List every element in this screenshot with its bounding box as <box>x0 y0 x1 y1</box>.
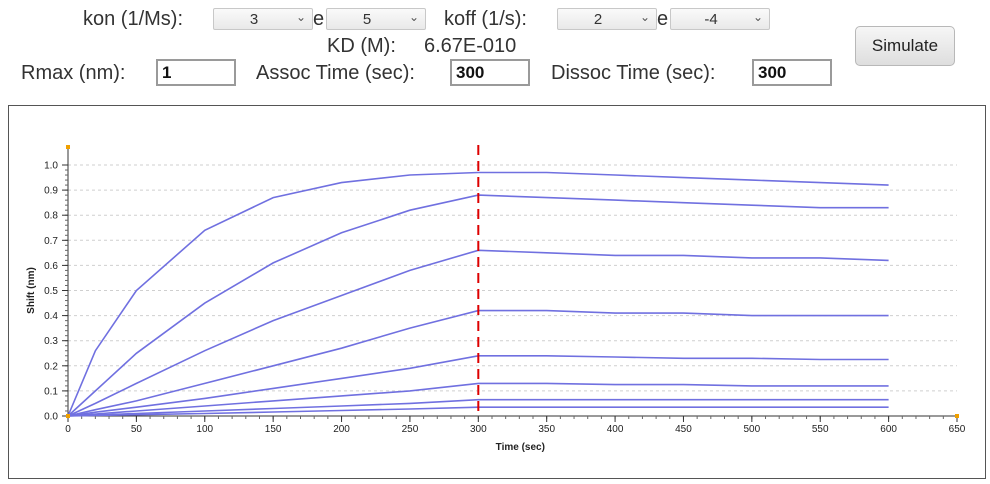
x-tick-label-13: 650 <box>949 424 966 435</box>
axis-corner-marker <box>66 145 70 149</box>
koff-exponent-value: -4 <box>704 11 718 28</box>
kd-value: 6.67E-010 <box>424 35 517 57</box>
x-tick-label-3: 150 <box>265 424 282 435</box>
y-axis-label: Shift (nm) <box>26 267 37 314</box>
axis-corner-marker <box>955 414 959 418</box>
x-tick-label-2: 100 <box>196 424 213 435</box>
koff-mantissa-select[interactable]: 2 ⌄ <box>557 8 657 30</box>
series-line-6 <box>67 398 889 417</box>
y-tick-label-9: 0.9 <box>44 186 58 197</box>
kon-mantissa-select[interactable]: 3 ⌄ <box>213 8 313 30</box>
x-tick-label-9: 450 <box>675 424 692 435</box>
axis-corner-marker <box>66 414 70 418</box>
kd-label: KD (M): <box>327 35 396 57</box>
dissoc-time-input[interactable]: 300 <box>752 59 832 86</box>
x-tick-label-1: 50 <box>131 424 143 435</box>
y-tick-label-2: 0.2 <box>44 361 58 372</box>
x-tick-label-8: 400 <box>607 424 624 435</box>
kon-label: kon (1/Ms): <box>83 8 184 30</box>
y-tick-label-1: 0.1 <box>44 386 58 397</box>
y-tick-label-10: 1.0 <box>44 161 58 172</box>
series-line-4 <box>67 354 889 417</box>
series-line-2 <box>67 249 889 417</box>
rmax-label: Rmax (nm): <box>21 62 126 84</box>
assoc-time-input[interactable]: 300 <box>450 59 530 86</box>
chevron-down-icon: ⌄ <box>408 10 419 24</box>
kon-mantissa-value: 3 <box>249 11 259 28</box>
x-tick-label-7: 350 <box>538 424 555 435</box>
y-tick-label-8: 0.8 <box>44 211 58 222</box>
simulate-button[interactable]: Simulate <box>855 26 955 66</box>
chevron-down-icon: ⌄ <box>752 10 763 24</box>
y-tick-label-0: 0.0 <box>44 412 58 423</box>
rmax-input[interactable]: 1 <box>156 59 236 86</box>
koff-label: koff (1/s): <box>444 8 527 30</box>
dissoc-time-label: Dissoc Time (sec): <box>551 62 716 84</box>
chevron-down-icon: ⌄ <box>295 10 306 24</box>
series-line-1 <box>67 194 889 417</box>
chevron-down-icon: ⌄ <box>639 10 650 24</box>
kon-e-label: e <box>313 8 325 30</box>
series-line-5 <box>67 382 889 417</box>
kon-exponent-value: 5 <box>362 11 372 28</box>
x-tick-label-10: 500 <box>744 424 761 435</box>
x-tick-label-5: 250 <box>402 424 419 435</box>
series-line-3 <box>67 309 889 417</box>
koff-exponent-select[interactable]: -4 ⌄ <box>670 8 770 30</box>
koff-e-label: e <box>657 8 669 30</box>
assoc-time-label: Assoc Time (sec): <box>256 62 415 84</box>
series-line-0 <box>67 171 889 417</box>
kon-exponent-select[interactable]: 5 ⌄ <box>326 8 426 30</box>
y-tick-label-6: 0.6 <box>44 261 58 272</box>
y-tick-label-4: 0.4 <box>44 311 58 322</box>
y-tick-label-3: 0.3 <box>44 336 58 347</box>
y-tick-label-5: 0.5 <box>44 286 58 297</box>
x-tick-label-0: 0 <box>65 424 71 435</box>
x-tick-label-4: 200 <box>333 424 350 435</box>
plot-frame <box>8 105 986 479</box>
series-line-7 <box>67 406 889 417</box>
y-tick-label-7: 0.7 <box>44 236 58 247</box>
x-tick-label-6: 300 <box>470 424 487 435</box>
x-tick-label-11: 550 <box>812 424 829 435</box>
x-axis-label: Time (sec) <box>496 442 545 453</box>
koff-mantissa-value: 2 <box>593 11 603 28</box>
x-tick-label-12: 600 <box>880 424 897 435</box>
